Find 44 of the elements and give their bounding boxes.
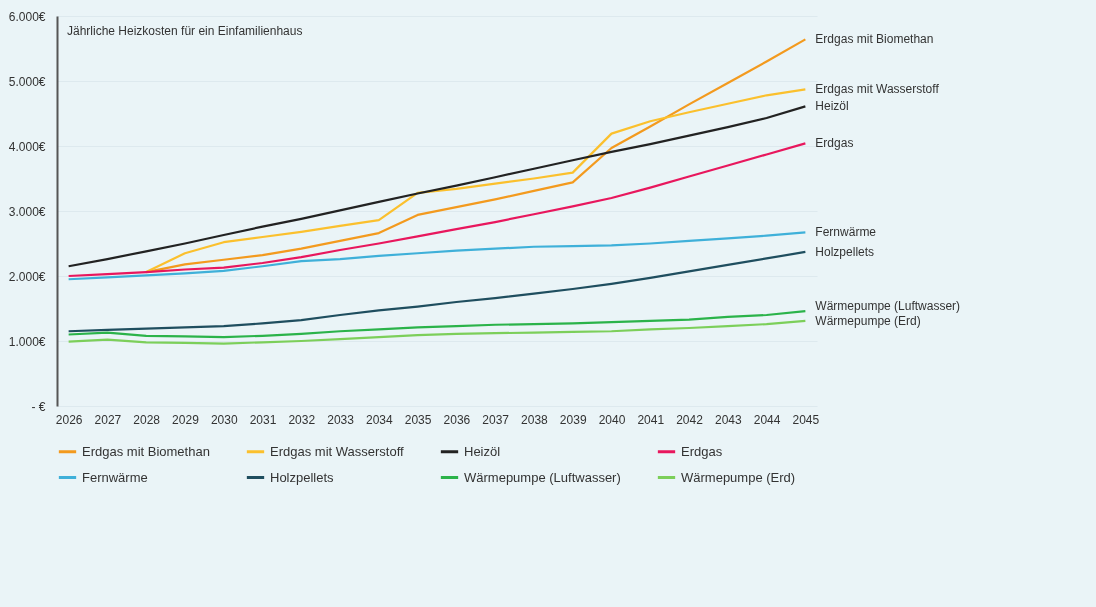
x-tick-label: 2033	[327, 412, 355, 427]
legend-label: Wärmepumpe (Erd)	[681, 469, 796, 485]
x-tick-label: 2030	[210, 412, 238, 427]
legend-label: Wärmepumpe (Luftwasser)	[464, 469, 621, 485]
y-tick-label: 1.000€	[8, 334, 46, 349]
legend-label: Holzpellets	[270, 469, 335, 485]
y-tick-label: - €	[31, 399, 46, 414]
x-tick-label: 2039	[559, 412, 587, 427]
y-tick-label: 3.000€	[8, 204, 46, 219]
y-tick-label: 6.000€	[8, 9, 46, 24]
text: Erdgas mit Biomethan	[815, 32, 934, 47]
text: Wärmepumpe (Erd)	[815, 313, 921, 328]
x-tick-label: 2032	[288, 412, 316, 427]
text: Heizöl	[815, 99, 849, 114]
x-tick-label: 2028	[133, 412, 161, 427]
text: Erdgas mit Wasserstoff	[815, 82, 939, 97]
text: Fernwärme	[815, 225, 877, 240]
text: Holzpellets	[815, 244, 875, 259]
y-tick-label: 2.000€	[8, 269, 46, 284]
x-tick-label: 2037	[482, 412, 510, 427]
x-tick-label: 2029	[172, 412, 200, 427]
x-tick-label: 2035	[404, 412, 432, 427]
x-tick-label: 2042	[676, 412, 704, 427]
x-tick-label: 2036	[443, 412, 471, 427]
y-tick-label: 5.000€	[8, 74, 46, 89]
text: Erdgas	[815, 136, 854, 151]
text: Jährliche Heizkosten für ein Einfamilienhaus	[67, 24, 303, 38]
y-tick-label: 4.000€	[8, 139, 46, 154]
x-tick-label: 2031	[249, 412, 277, 427]
x-tick-label: 2043	[714, 412, 742, 427]
legend-label: Erdgas	[681, 443, 723, 459]
x-tick-label: 2041	[637, 412, 665, 427]
legend-label: Heizöl	[464, 443, 501, 459]
legend-label: Erdgas mit Biomethan	[82, 443, 210, 459]
x-tick-label: 2027	[94, 412, 122, 427]
x-tick-label: 2045	[792, 412, 820, 427]
x-tick-label: 2044	[753, 412, 781, 427]
legend-label: Erdgas mit Wasserstoff	[270, 443, 405, 459]
x-tick-label: 2038	[521, 412, 549, 427]
x-tick-label: 2034	[365, 412, 394, 427]
x-tick-label: 2026	[55, 412, 83, 427]
legend-label: Fernwärme	[82, 469, 148, 485]
text: Wärmepumpe (Luftwasser)	[815, 298, 961, 313]
x-tick-label: 2040	[598, 412, 626, 427]
